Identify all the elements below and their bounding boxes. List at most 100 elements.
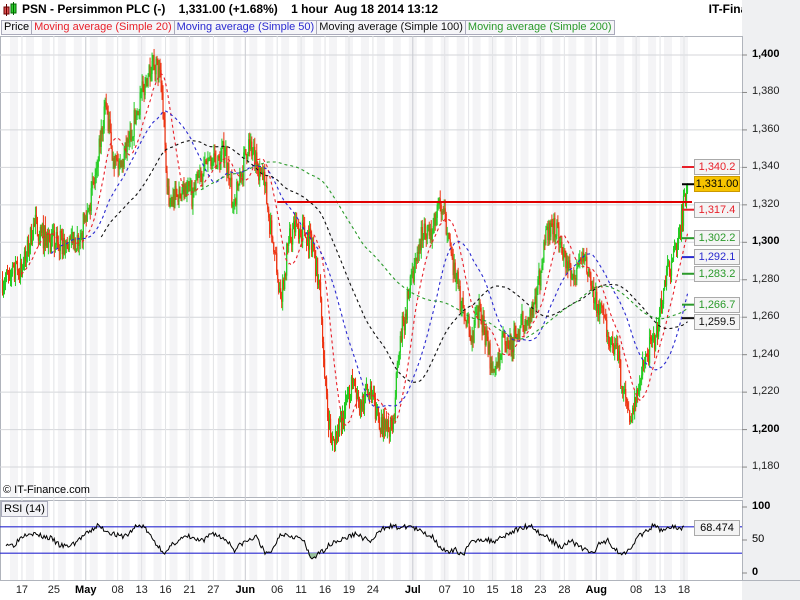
- candle: [434, 211, 436, 231]
- candle: [383, 408, 385, 439]
- candle: [529, 307, 531, 329]
- candle: [199, 164, 201, 185]
- candle: [537, 276, 539, 296]
- candle: [150, 66, 152, 82]
- candle: [563, 244, 565, 267]
- candle: [303, 214, 305, 230]
- candle: [387, 415, 389, 433]
- candle: [633, 402, 635, 415]
- candle: [15, 260, 18, 265]
- candle: [404, 307, 406, 335]
- candle: [584, 254, 586, 266]
- candle: [293, 216, 295, 230]
- candle: [221, 138, 223, 162]
- x-tick-label: Jul: [404, 584, 421, 596]
- y-tick-label: 1,280: [752, 272, 780, 285]
- candle: [193, 182, 195, 198]
- candle: [408, 288, 410, 302]
- candle: [388, 427, 390, 444]
- candle: [275, 246, 277, 255]
- candle: [78, 237, 80, 256]
- day-band: [456, 500, 465, 580]
- candle: [5, 269, 8, 283]
- legend-item[interactable]: Moving average (Simple 200): [464, 20, 615, 35]
- candle: [588, 267, 590, 277]
- candle: [527, 316, 529, 326]
- candle: [581, 251, 583, 265]
- x-tick-label: 17: [15, 584, 29, 596]
- candle: [598, 300, 600, 322]
- candle: [669, 268, 672, 284]
- candle: [525, 315, 527, 332]
- candle: [75, 248, 77, 253]
- candle: [620, 358, 622, 390]
- candle: [63, 233, 65, 256]
- legend-item[interactable]: Price: [1, 20, 33, 35]
- candle: [486, 326, 488, 342]
- candle: [624, 382, 626, 395]
- candle: [589, 268, 591, 278]
- candle: [573, 267, 575, 287]
- candle: [106, 103, 108, 115]
- candle: [317, 274, 320, 289]
- candle: [13, 262, 16, 282]
- candle: [665, 265, 668, 291]
- legend-item[interactable]: Moving average (Simple 50): [173, 20, 318, 35]
- candle: [72, 231, 74, 250]
- candle: [618, 345, 620, 364]
- candle: [73, 231, 75, 251]
- candle: [475, 305, 477, 316]
- candle: [86, 203, 88, 223]
- candle: [269, 213, 271, 238]
- day-band: [360, 500, 369, 580]
- candle: [310, 230, 313, 257]
- candle: [9, 269, 12, 287]
- candle: [204, 152, 206, 172]
- candle: [400, 328, 402, 343]
- candle: [346, 386, 349, 403]
- candle: [541, 258, 543, 274]
- candle: [362, 393, 365, 414]
- candle: [283, 277, 285, 291]
- candle: [552, 218, 554, 244]
- candle: [171, 196, 173, 207]
- candle: [188, 181, 190, 192]
- candle: [558, 222, 560, 253]
- candle: [554, 212, 556, 246]
- day-band: [41, 500, 50, 580]
- candle: [414, 252, 416, 274]
- candle: [273, 241, 275, 255]
- candle: [477, 305, 479, 329]
- candle: [506, 337, 508, 354]
- candle: [433, 212, 435, 234]
- moving-average-line: [21, 73, 689, 426]
- day-band: [201, 36, 210, 497]
- candle: [131, 129, 133, 150]
- candle: [113, 156, 115, 177]
- candle: [649, 328, 651, 368]
- candle: [375, 402, 378, 421]
- candle: [173, 189, 175, 211]
- candle: [112, 151, 114, 170]
- candle: [17, 268, 20, 280]
- legend-item[interactable]: Moving average (Simple 100): [316, 20, 466, 35]
- candle: [646, 353, 648, 357]
- day-band: [25, 500, 34, 580]
- day-band: [89, 500, 98, 580]
- candle: [197, 169, 199, 184]
- candle: [318, 279, 321, 291]
- candle: [542, 257, 544, 271]
- candle: [501, 331, 503, 364]
- day-band: [57, 36, 66, 497]
- candle: [562, 247, 564, 261]
- candle: [664, 275, 667, 287]
- candle: [472, 330, 474, 348]
- candle: [395, 371, 397, 400]
- candle: [242, 165, 244, 187]
- legend-item[interactable]: Moving average (Simple 20): [31, 20, 175, 35]
- candle: [246, 153, 248, 165]
- candle: [11, 262, 14, 277]
- moving-average-line: [50, 110, 689, 409]
- candle: [60, 228, 62, 240]
- candle: [128, 131, 130, 151]
